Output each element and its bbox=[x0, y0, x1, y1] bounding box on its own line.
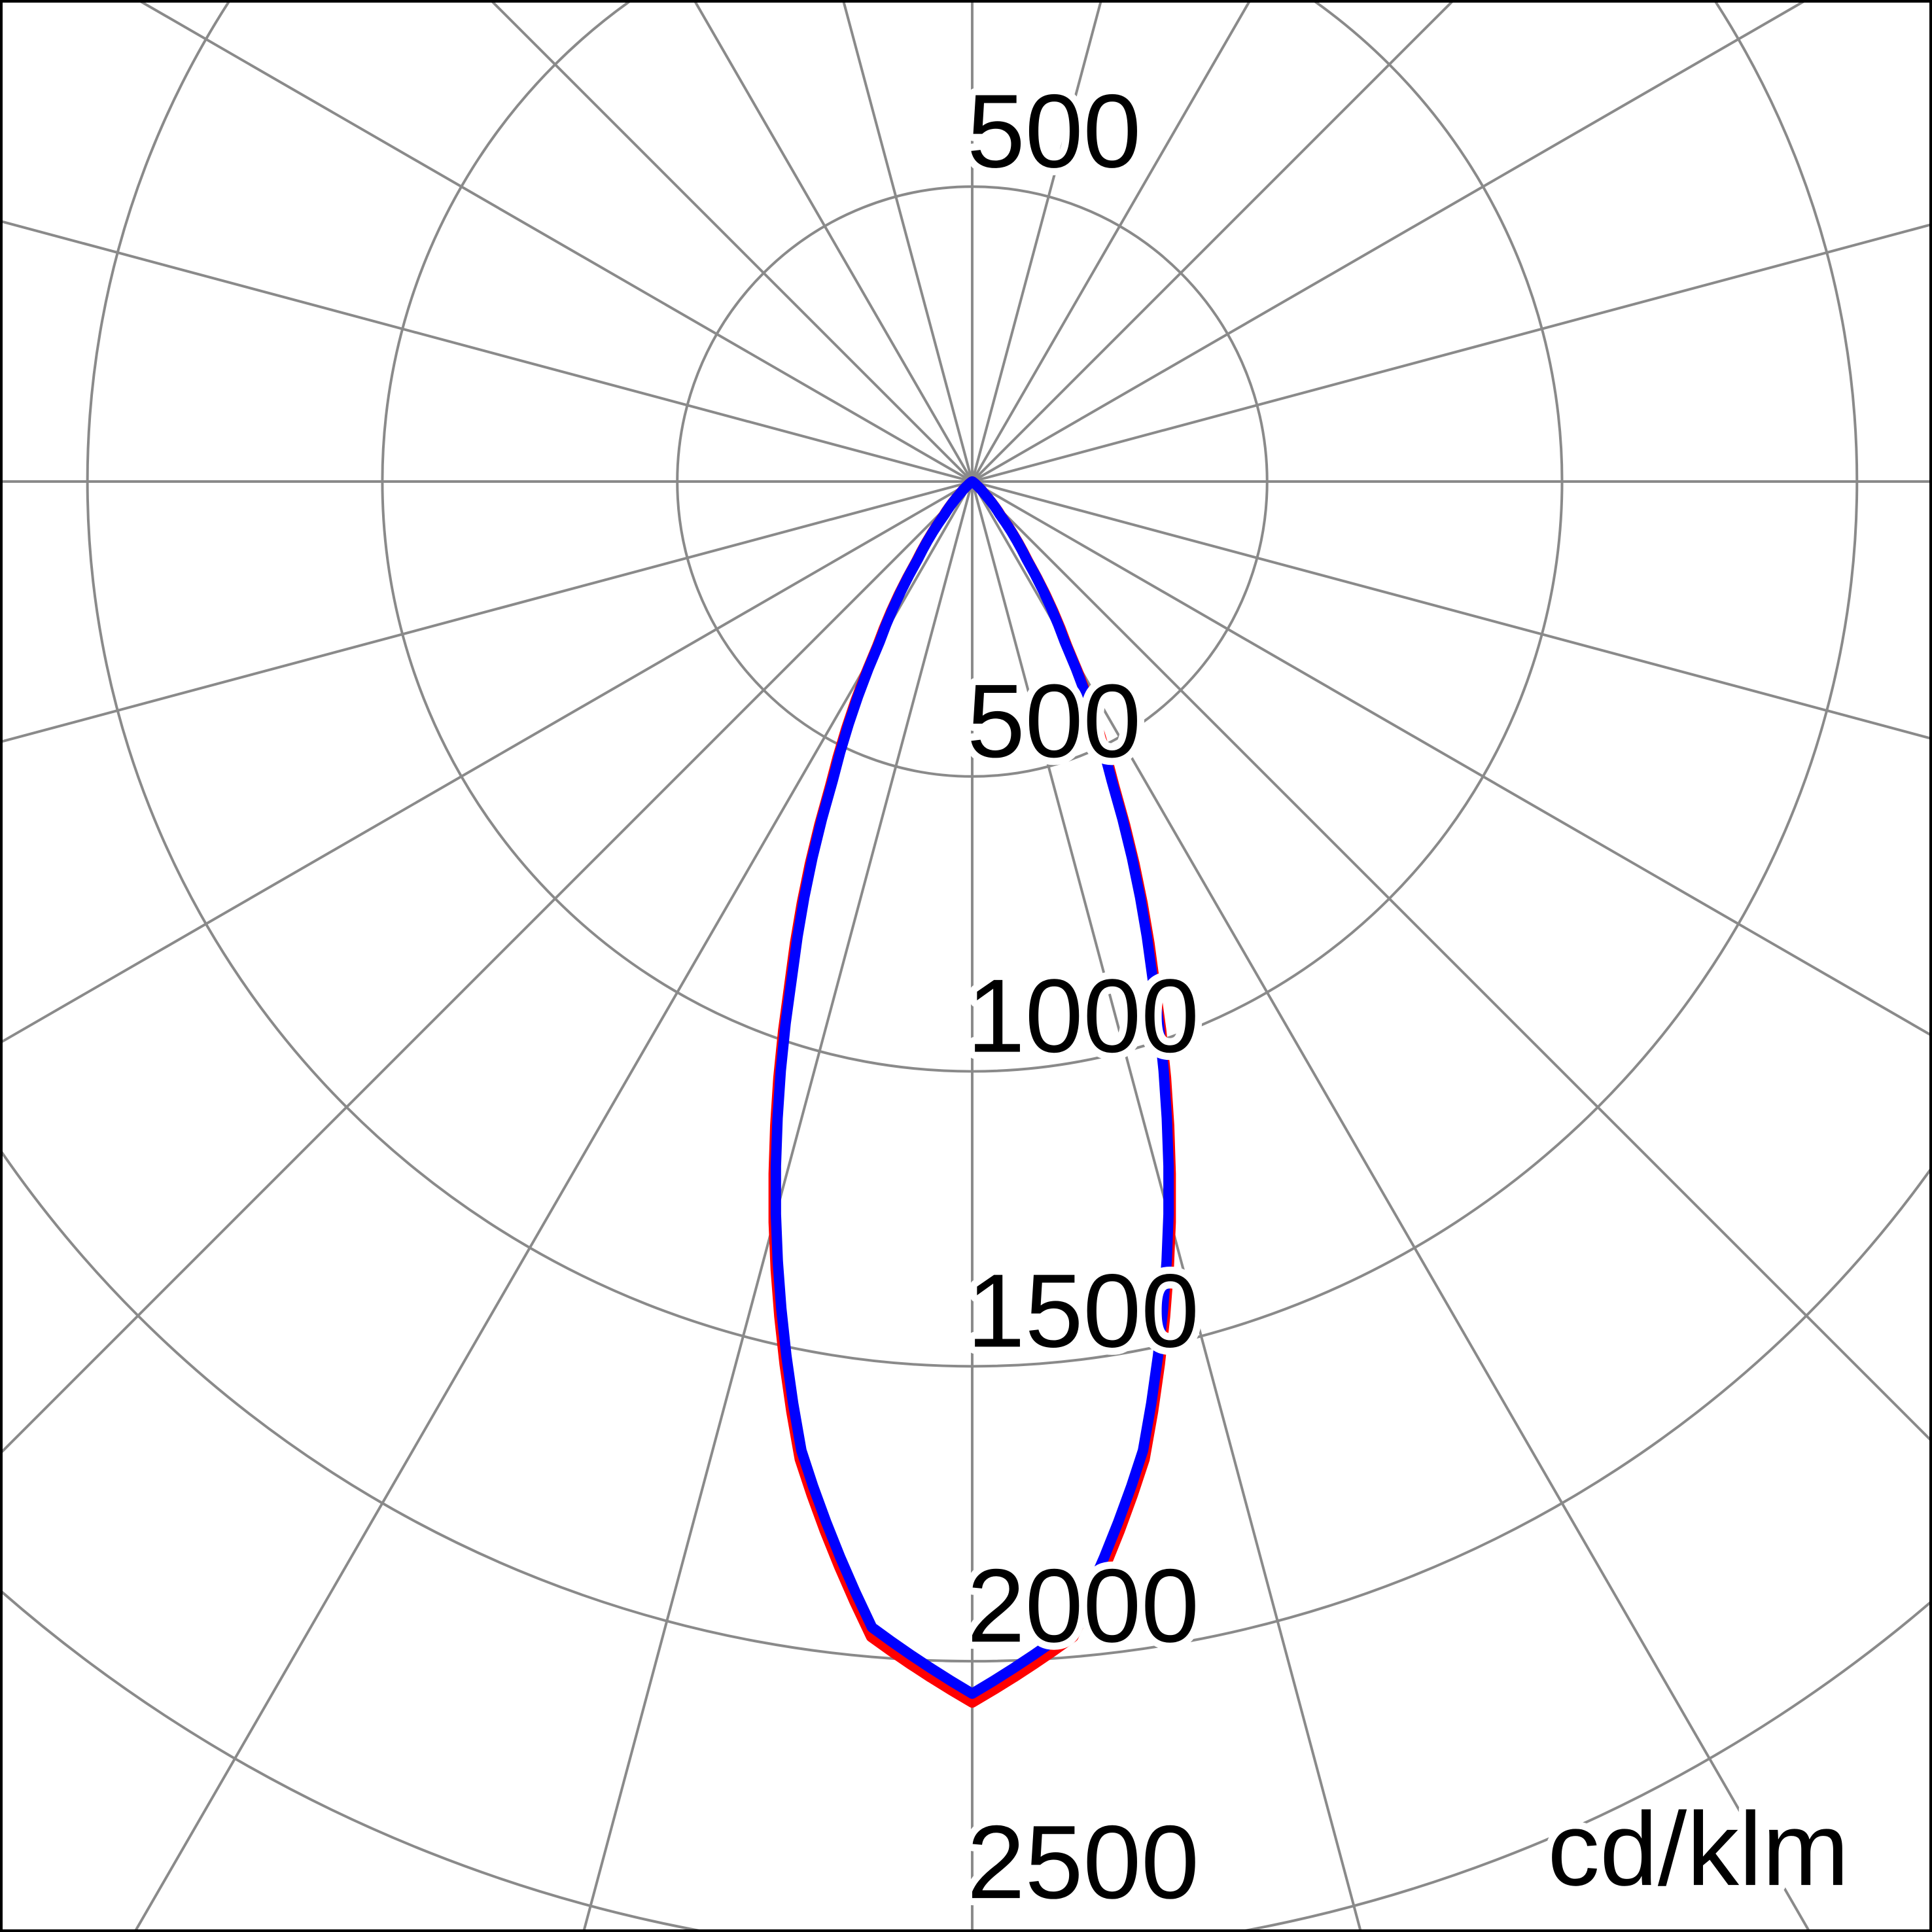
intensity-curves bbox=[768, 476, 1176, 1708]
polar-intensity-chart: 500 1000 1500 2000 2500 500 cd/klm bbox=[3, 3, 1929, 1929]
unit-label: cd/klm bbox=[1547, 1791, 1849, 1907]
grid-spoke bbox=[491, 3, 1929, 1441]
ring-label-top: 500 bbox=[967, 73, 1141, 189]
grid-ring bbox=[3, 1151, 1929, 1662]
curve-C90-C270-plane bbox=[770, 476, 1174, 1699]
ring-label: 1000 bbox=[967, 958, 1199, 1074]
polar-grid bbox=[3, 3, 1929, 1929]
ring-labels: 500 1000 1500 2000 2500 500 bbox=[960, 65, 1206, 1927]
grid-spoke bbox=[3, 3, 1804, 1043]
ring-label: 2000 bbox=[967, 1547, 1199, 1664]
ring-label: 2500 bbox=[967, 1804, 1199, 1920]
grid-spoke bbox=[140, 3, 1929, 1036]
grid-spoke bbox=[3, 3, 1453, 1453]
ring-label: 1500 bbox=[967, 1252, 1199, 1369]
ring-label: 500 bbox=[967, 663, 1141, 779]
